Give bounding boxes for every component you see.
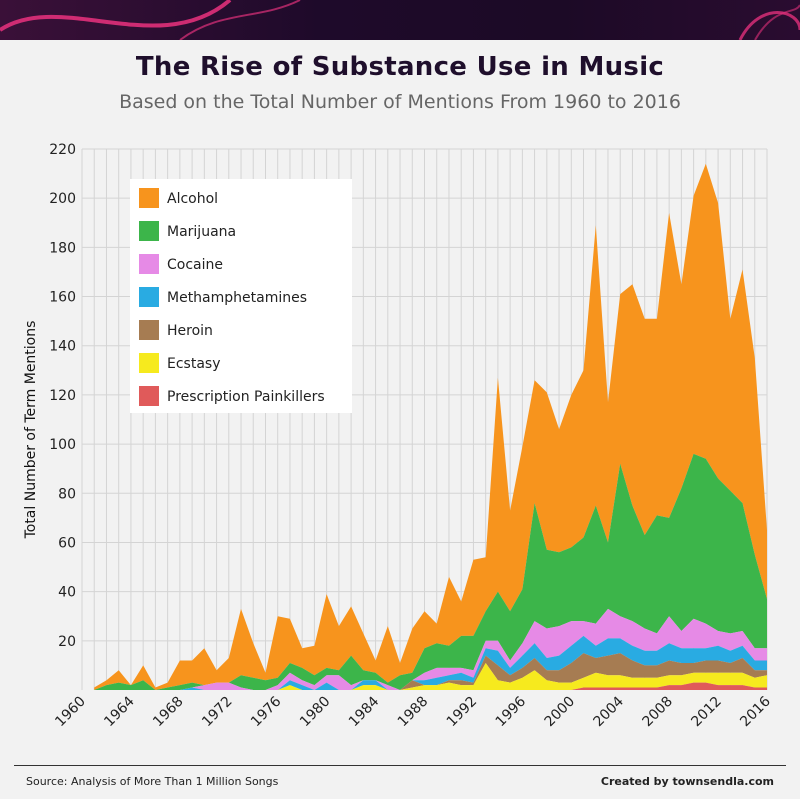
x-tick-label: 1992 (444, 694, 481, 731)
legend-swatch-methamphetamines (139, 287, 159, 307)
x-tick-label: 2004 (591, 693, 628, 730)
legend-box (130, 179, 352, 413)
legend-swatch-prescription-painkillers (139, 386, 159, 406)
x-tick-label: 2008 (639, 694, 676, 731)
area-prescription-painkillers (94, 682, 767, 690)
y-tick-label: 40 (58, 585, 76, 601)
legend-label-methamphetamines: Methamphetamines (167, 290, 307, 306)
x-tick-label: 1996 (493, 693, 530, 730)
x-tick-label: 1980 (297, 694, 334, 731)
x-tick-label: 2000 (542, 694, 579, 731)
legend-swatch-heroin (139, 320, 159, 340)
y-tick-label: 200 (49, 191, 76, 207)
source-note: Source: Analysis of More Than 1 Million … (26, 775, 279, 788)
credit-note: Created by townsendla.com (600, 775, 774, 788)
legend-label-prescription-painkillers: Prescription Painkillers (167, 389, 325, 405)
x-tick-label: 1972 (199, 694, 236, 731)
x-tick-label: 1960 (52, 694, 89, 731)
area-alcohol (94, 163, 767, 691)
y-tick-label: 60 (58, 535, 76, 551)
y-axis-title: Total Number of Term Mentions (23, 321, 39, 540)
y-tick-label: 160 (49, 290, 76, 306)
x-tick-label: 1988 (395, 694, 432, 731)
x-tick-label: 1984 (346, 693, 383, 730)
y-tick-label: 180 (49, 240, 76, 256)
legend-swatch-marijuana (139, 221, 159, 241)
legend-label-ecstasy: Ecstasy (167, 356, 220, 372)
legend-label-marijuana: Marijuana (167, 224, 236, 240)
legend-swatch-cocaine (139, 254, 159, 274)
stacked-area-chart: 20 40 60 80 100 120 140 160 180 200 220 1960 1964 196… (23, 142, 774, 731)
area-heroin (94, 653, 767, 690)
legend-label-cocaine: Cocaine (167, 257, 223, 273)
y-tick-label: 140 (49, 339, 76, 355)
x-tick-label: 1976 (248, 693, 285, 730)
banner-swirl-decoration (0, 0, 800, 40)
legend-swatch-ecstasy (139, 353, 159, 373)
page-subtitle: Based on the Total Number of Mentions Fr… (119, 91, 681, 113)
area-ecstasy (94, 663, 767, 690)
legend-label-alcohol: Alcohol (167, 191, 218, 207)
footer-divider (14, 765, 786, 766)
x-tick-label: 2016 (737, 693, 774, 730)
legend-swatch-alcohol (139, 188, 159, 208)
y-tick-label: 220 (49, 142, 76, 158)
x-tick-label: 1964 (101, 693, 138, 730)
page-title: The Rise of Substance Use in Music (135, 52, 665, 82)
area-marijuana (94, 453, 767, 690)
x-tick-label: 2012 (688, 694, 725, 731)
y-tick-label: 120 (49, 388, 76, 404)
area-methamphetamines (94, 635, 767, 690)
legend-label-heroin: Heroin (167, 323, 213, 339)
y-tick-label: 20 (58, 634, 76, 650)
y-tick-label: 80 (58, 486, 76, 502)
area-cocaine (94, 608, 767, 690)
header-banner (0, 0, 800, 40)
x-tick-label: 1968 (150, 694, 187, 731)
y-tick-label: 100 (49, 437, 76, 453)
